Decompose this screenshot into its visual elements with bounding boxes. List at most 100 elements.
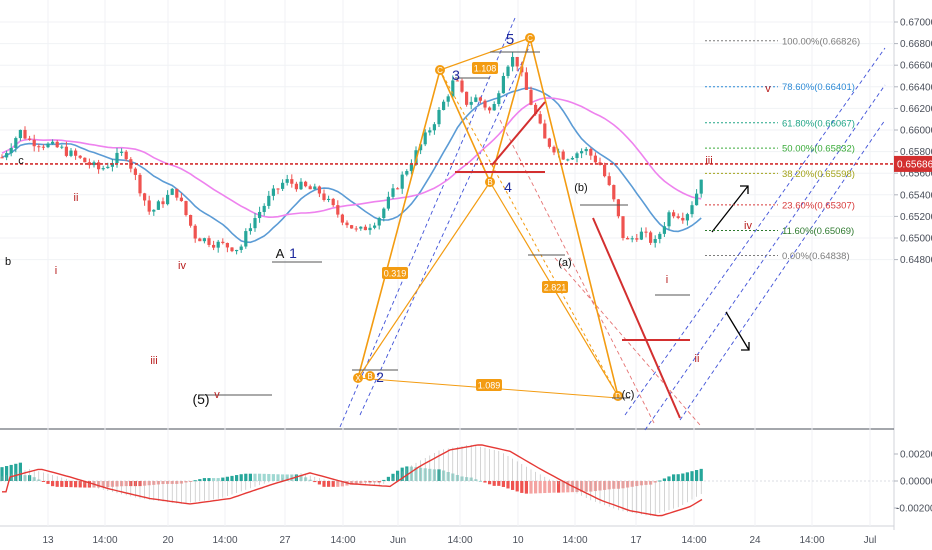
candle-body [690, 205, 694, 215]
osc-histogram-bar [685, 472, 689, 481]
osc-histogram-bar [681, 473, 685, 481]
harmonic-ratio-badge [472, 62, 498, 74]
candle-body [138, 174, 142, 194]
candle-body [639, 231, 643, 240]
osc-histogram-bar [212, 478, 216, 481]
time-tick-label: 20 [162, 535, 174, 546]
candle-body [46, 143, 50, 148]
osc-histogram-bar [46, 481, 50, 484]
candle-body [271, 188, 275, 196]
harmonic-ratio-label: 0.319 [384, 269, 407, 279]
candle-body [432, 124, 436, 131]
osc-tick-label: 0.00200 [900, 450, 932, 461]
candle-body [667, 212, 671, 227]
osc-histogram-bar [382, 479, 386, 481]
candle-body [497, 93, 501, 105]
candle-body [405, 171, 409, 175]
candle-body [202, 238, 206, 242]
harmonic-ratio-badge [542, 281, 568, 293]
candle-body [258, 211, 262, 219]
red-trendline [491, 101, 546, 166]
candle-body [87, 162, 91, 166]
harmonic-point-label: C [527, 34, 533, 43]
candle-body [589, 148, 593, 156]
candle-body [584, 148, 588, 152]
candle-body [331, 198, 335, 206]
osc-histogram-bar [202, 478, 206, 481]
osc-histogram-bar [506, 481, 510, 489]
time-tick-label: Jul [864, 535, 877, 546]
osc-histogram-bar [492, 481, 496, 486]
osc-histogram-bar [281, 474, 285, 481]
osc-histogram-bar [488, 481, 492, 485]
candle-body [60, 146, 64, 148]
osc-histogram-bar [538, 481, 542, 494]
candle-body [469, 101, 473, 105]
candle-body [543, 123, 547, 139]
osc-histogram-bar [230, 475, 234, 481]
osc-histogram-bar [258, 473, 262, 481]
red-trendline [592, 217, 681, 419]
harmonic-ratio-label: 2.821 [544, 283, 567, 293]
harmonic-point-label: B [367, 372, 372, 381]
candle-body [92, 162, 96, 166]
wave-label-black: b [5, 256, 11, 268]
candle-body [322, 193, 326, 200]
osc-histogram-bar [327, 481, 331, 487]
wave-label-black: A [276, 246, 285, 261]
wave-label-navy: 4 [504, 179, 512, 195]
candle-body [538, 114, 542, 124]
wave-label-red: iv [744, 220, 752, 232]
channel-line [624, 47, 886, 416]
osc-histogram-bar [248, 473, 252, 481]
candle-body [653, 239, 657, 243]
candle-body [235, 249, 239, 252]
osc-histogram-bar [515, 481, 519, 492]
time-tick-label: 14:00 [212, 535, 237, 546]
osc-histogram-bar [0, 467, 4, 481]
candle-body [120, 151, 124, 153]
candle-body [630, 238, 634, 240]
wave-label-red: v [765, 83, 771, 95]
candle-body [184, 201, 188, 216]
candle-body [267, 195, 271, 206]
osc-histogram-bar [561, 481, 565, 493]
up-arrow [711, 185, 749, 233]
candle-body [478, 97, 482, 101]
osc-histogram-bar [497, 481, 501, 486]
candle-body [382, 208, 386, 218]
candle-body [515, 56, 519, 67]
candle-body [350, 225, 354, 229]
candle-body [570, 157, 574, 160]
candle-body [166, 194, 170, 205]
harmonic-point [525, 33, 535, 43]
time-tick-label: 14:00 [330, 535, 355, 546]
candle-body [262, 205, 266, 212]
time-tick-label: 17 [630, 535, 642, 546]
candle-body [626, 238, 630, 240]
candle-body [290, 179, 294, 184]
osc-histogram-bar [667, 476, 671, 481]
candle-body [115, 152, 119, 164]
candle-body [506, 66, 510, 77]
candle-body [9, 148, 13, 154]
osc-histogram-bar [547, 481, 551, 493]
candle-body [607, 176, 611, 186]
fib-label: 0.00%(0.64838) [782, 251, 850, 262]
candle-body [340, 214, 344, 223]
candle-body [419, 144, 423, 151]
candle-body [253, 218, 257, 229]
candle-body [244, 231, 248, 247]
candle-body [55, 141, 59, 148]
time-tick-label: 10 [512, 535, 524, 546]
harmonic-point-label: X [355, 374, 361, 383]
candle-body [304, 181, 308, 187]
osc-histogram-bar [235, 475, 239, 481]
osc-histogram-bar [501, 481, 505, 487]
osc-histogram-bar [331, 481, 335, 487]
